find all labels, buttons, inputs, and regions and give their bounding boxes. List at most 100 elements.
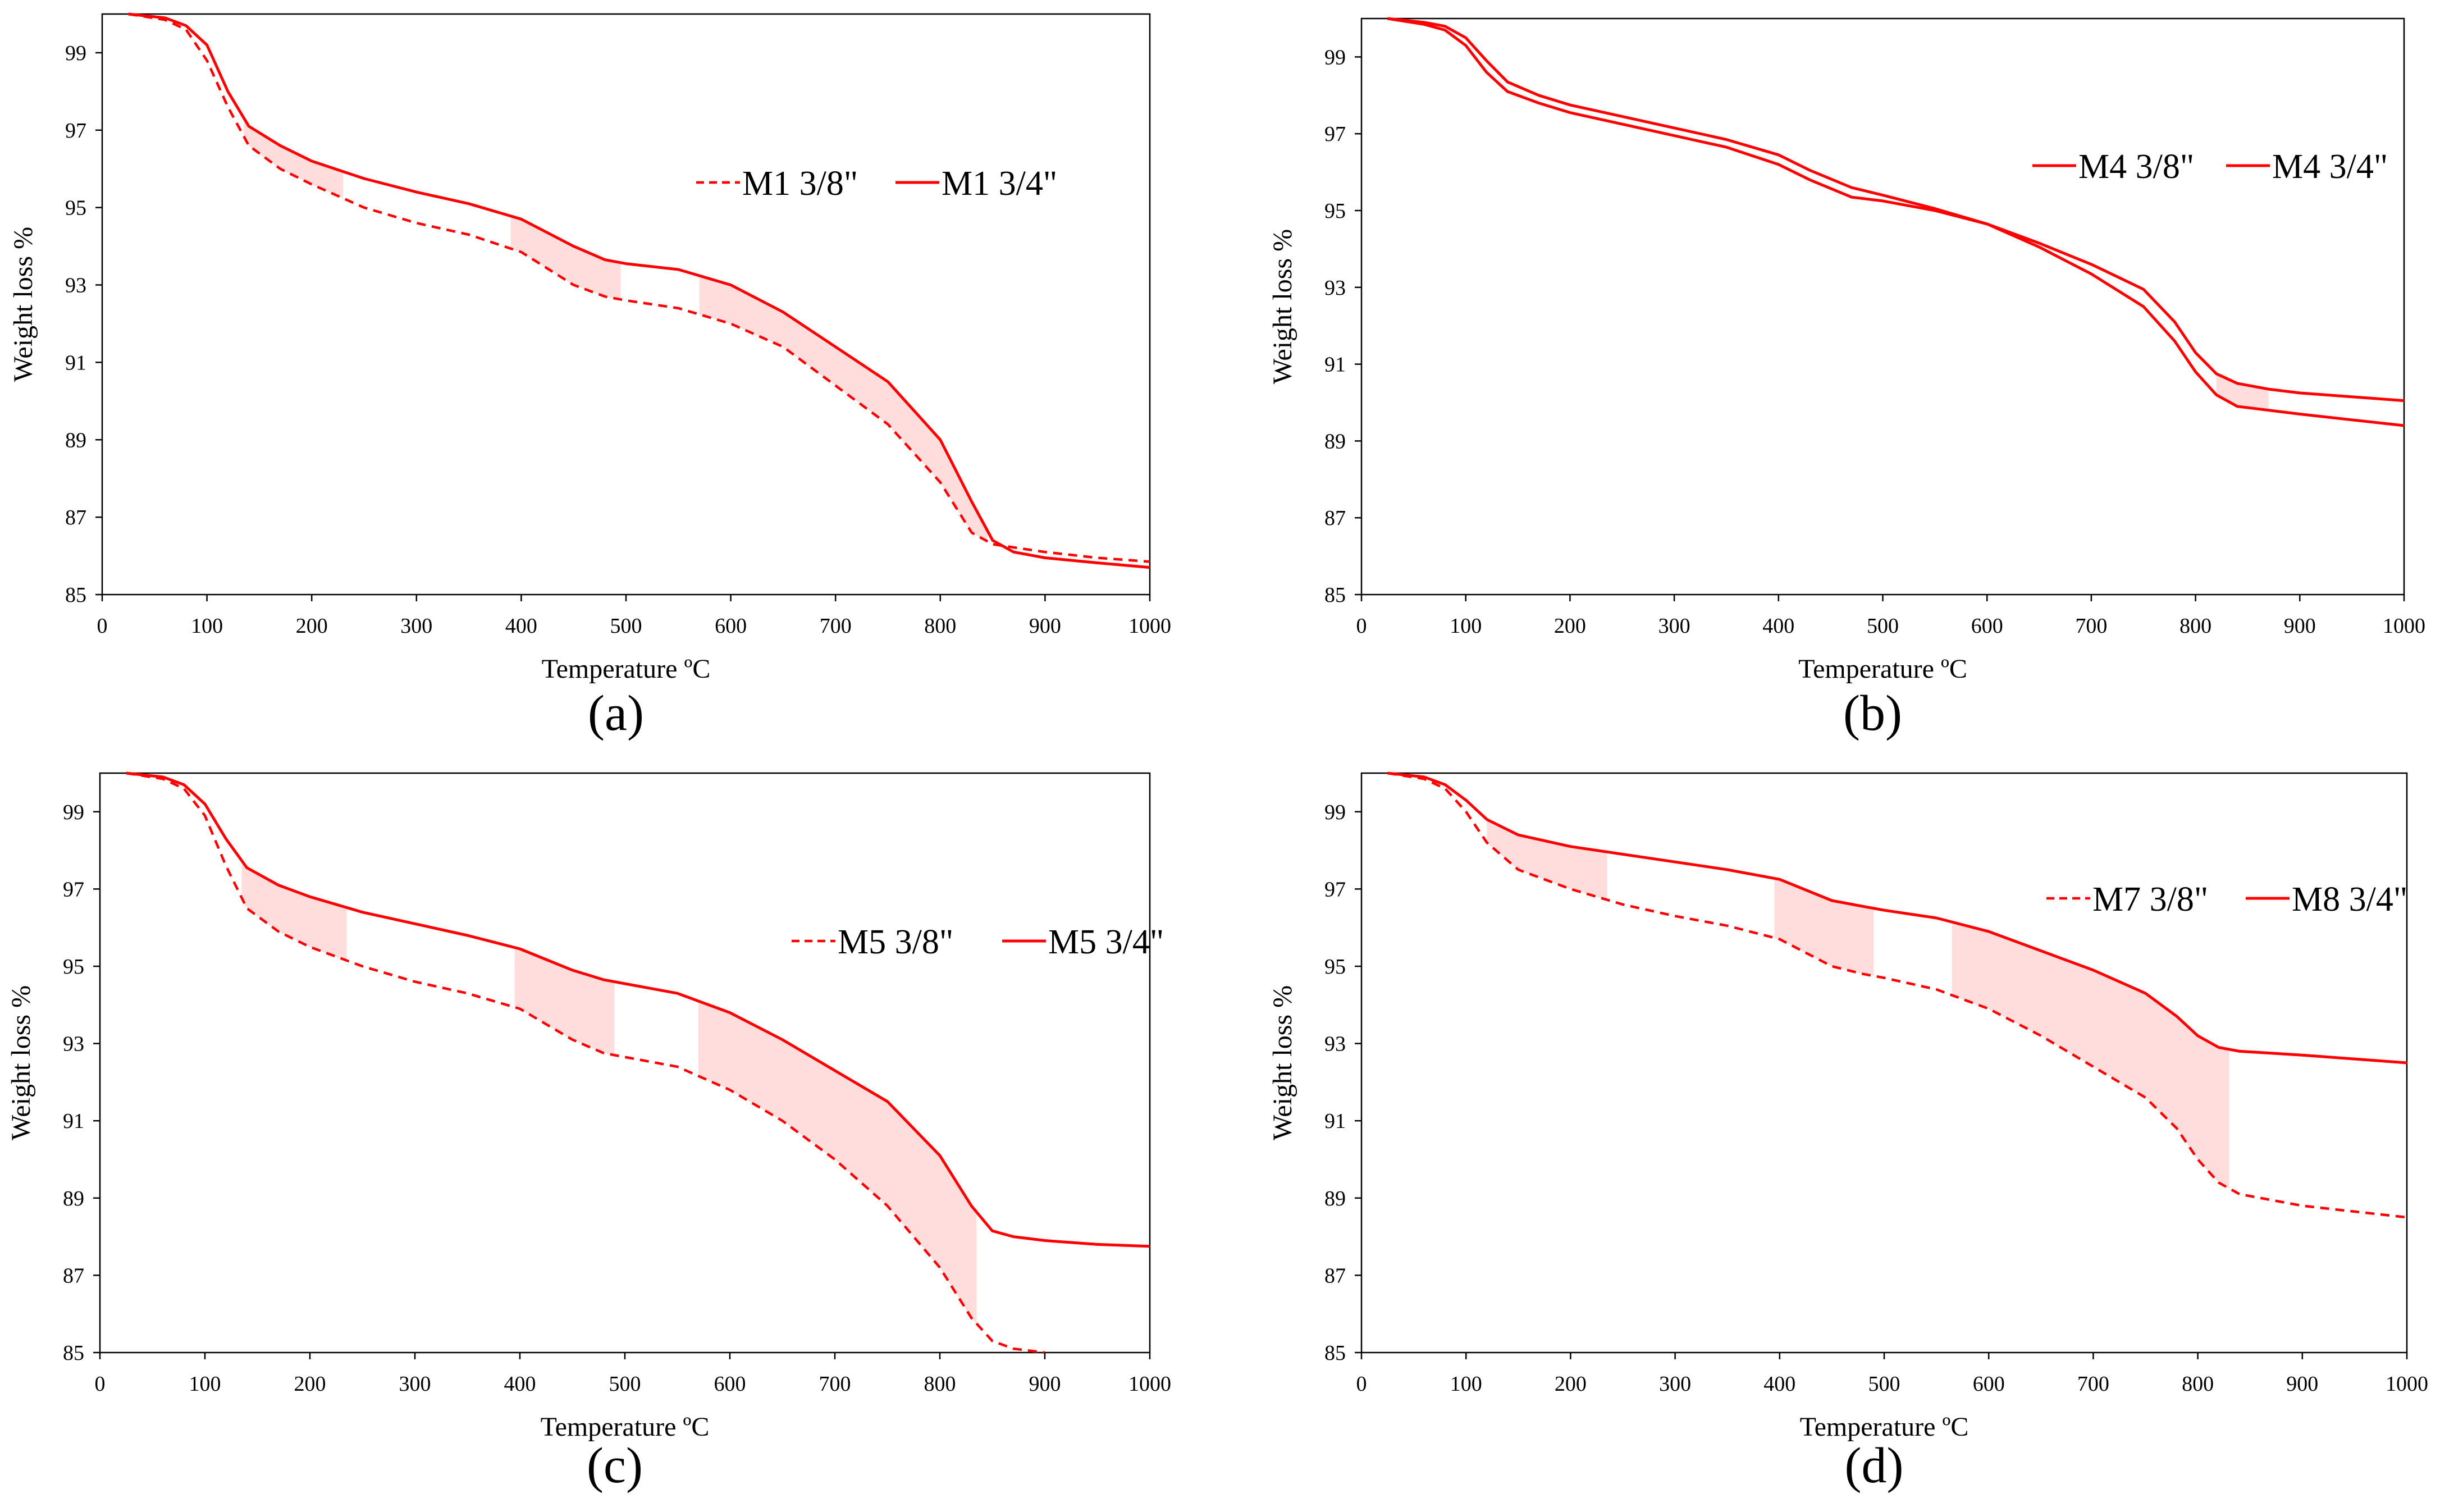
legend-entry-label: M7 3/8" [2092, 880, 2208, 919]
legend-entry-label: M1 3/8" [742, 165, 858, 203]
y-tick-label: 95 [63, 955, 84, 979]
legend: M1 3/8" M1 3/4" [696, 165, 1057, 203]
x-axis-title: Temperature ºC [1800, 1412, 1969, 1442]
x-tick-label: 600 [714, 1372, 746, 1396]
y-tick-label: 99 [63, 801, 84, 824]
x-tick-label: 500 [609, 1372, 641, 1396]
y-tick-label: 89 [1324, 1187, 1346, 1210]
x-tick-label: 1000 [2383, 614, 2425, 638]
x-tick-label: 700 [820, 614, 852, 638]
y-tick-label: 99 [65, 42, 86, 65]
x-tick-label: 300 [1659, 1372, 1691, 1396]
y-tick-label: 87 [65, 506, 86, 529]
series-line-1 [1387, 17, 2405, 403]
panel-label: (a) [588, 686, 644, 741]
shaded-region-1 [510, 216, 621, 300]
y-tick-label: 85 [63, 1341, 84, 1365]
x-tick-label: 700 [2075, 614, 2107, 638]
y-tick-label: 97 [1324, 122, 1346, 146]
y-tick-label: 89 [63, 1187, 84, 1210]
y-axis-title: Weight loss % [1268, 985, 1297, 1140]
x-tick-label: 200 [1555, 1372, 1587, 1396]
legend-entry-label: M5 3/4" [1048, 923, 1164, 961]
x-tick-label: 900 [1029, 614, 1061, 638]
x-tick-label: 1000 [1128, 614, 1171, 638]
series-line-1 [1387, 771, 2407, 1065]
chart-panel-c: 0 100 200 300 400 500 600 700 800 900 1000 85 87 89 91… [6, 771, 1171, 1493]
x-tick-label: 900 [1029, 1372, 1061, 1396]
x-tick-label: 800 [924, 1372, 956, 1396]
x-tick-label: 400 [1762, 614, 1794, 638]
x-tick-label: 600 [1971, 614, 2003, 638]
chart-panel-d: 0 100 200 300 400 500 600 700 800 900 1000 85 87 89 91… [1268, 771, 2428, 1493]
y-tick-label: 93 [1324, 1033, 1346, 1056]
x-tick-label: 200 [294, 1372, 326, 1396]
x-tick-label: 100 [189, 1372, 221, 1396]
x-tick-label: 800 [924, 614, 956, 638]
y-tick-label: 85 [65, 583, 86, 607]
x-tick-label: 300 [1658, 614, 1690, 638]
y-tick-label: 97 [1324, 878, 1346, 901]
x-tick-label: 0 [95, 1372, 106, 1396]
x-tick-label: 200 [1554, 614, 1586, 638]
panel-label: (d) [1845, 1438, 1904, 1493]
chart-panel-b: 0 100 200 300 400 500 600 700 800 900 1000 85 87 89 91… [1268, 17, 2425, 741]
plot-area [1360, 17, 2405, 596]
legend-entry-label: M1 3/4" [942, 165, 1057, 203]
y-tick-label: 89 [1324, 430, 1346, 453]
legend-entry-label: M8 3/4" [2292, 880, 2407, 919]
plot-area [101, 13, 1151, 596]
shaded-region-0 [243, 117, 344, 199]
shaded-region-0 [2216, 373, 2269, 410]
shaded-region-1 [1774, 878, 1874, 976]
x-tick-label: 100 [191, 614, 223, 638]
x-tick-label: 800 [2182, 1372, 2214, 1396]
series-line-0 [1387, 17, 2405, 427]
shaded-region-1 [514, 947, 615, 1056]
x-tick-label: 0 [1356, 1372, 1367, 1396]
y-tick-label: 87 [1324, 1264, 1346, 1287]
x-tick-label: 0 [97, 614, 108, 638]
legend-entry-label: M5 3/8" [838, 923, 953, 961]
y-tick-label: 85 [1324, 1341, 1346, 1365]
y-axis-title: Weight loss % [1268, 229, 1297, 384]
panel-label: (c) [587, 1438, 643, 1493]
shaded-region-0 [241, 860, 347, 961]
x-tick-label: 400 [1763, 1372, 1795, 1396]
y-tick-label: 99 [1324, 45, 1346, 69]
y-tick-label: 93 [1324, 276, 1346, 300]
y-tick-label: 91 [1324, 353, 1346, 377]
series-line-0 [126, 771, 1045, 1354]
plot-area [99, 772, 1151, 1354]
x-tick-label: 200 [296, 614, 328, 638]
x-tick-label: 600 [1973, 1372, 2005, 1396]
x-tick-label: 100 [1450, 614, 1482, 638]
y-tick-label: 91 [1324, 1109, 1346, 1133]
shaded-region-2 [698, 1001, 977, 1324]
y-tick-label: 85 [1324, 583, 1346, 607]
y-tick-label: 91 [63, 1109, 84, 1133]
shaded-region-0 [1487, 819, 1607, 900]
y-tick-label: 87 [63, 1264, 84, 1287]
legend-entry-label: M4 3/4" [2272, 148, 2388, 186]
x-tick-label: 900 [2286, 1372, 2318, 1396]
x-axis-title: Temperature ºC [542, 654, 711, 684]
x-tick-label: 100 [1450, 1372, 1482, 1396]
x-tick-label: 700 [819, 1372, 851, 1396]
y-tick-label: 95 [65, 197, 86, 220]
y-tick-label: 99 [1324, 801, 1346, 824]
x-axis-title: Temperature ºC [541, 1412, 710, 1442]
x-tick-label: 1000 [2386, 1372, 2428, 1396]
series-line-0 [128, 12, 1150, 563]
shaded-region-2 [699, 276, 988, 542]
x-tick-label: 0 [1356, 614, 1367, 638]
series-line-1 [128, 12, 1150, 569]
x-tick-label: 500 [610, 614, 642, 638]
legend: M7 3/8" M8 3/4" [2046, 880, 2407, 919]
series-line-0 [1387, 771, 2407, 1219]
x-tick-label: 500 [1867, 614, 1899, 638]
x-tick-label: 800 [2179, 614, 2211, 638]
y-tick-label: 97 [63, 878, 84, 901]
chart-panel-a: 0 100 200 300 400 500 600 700 800 900 1000 85 87 89 91… [8, 12, 1171, 741]
